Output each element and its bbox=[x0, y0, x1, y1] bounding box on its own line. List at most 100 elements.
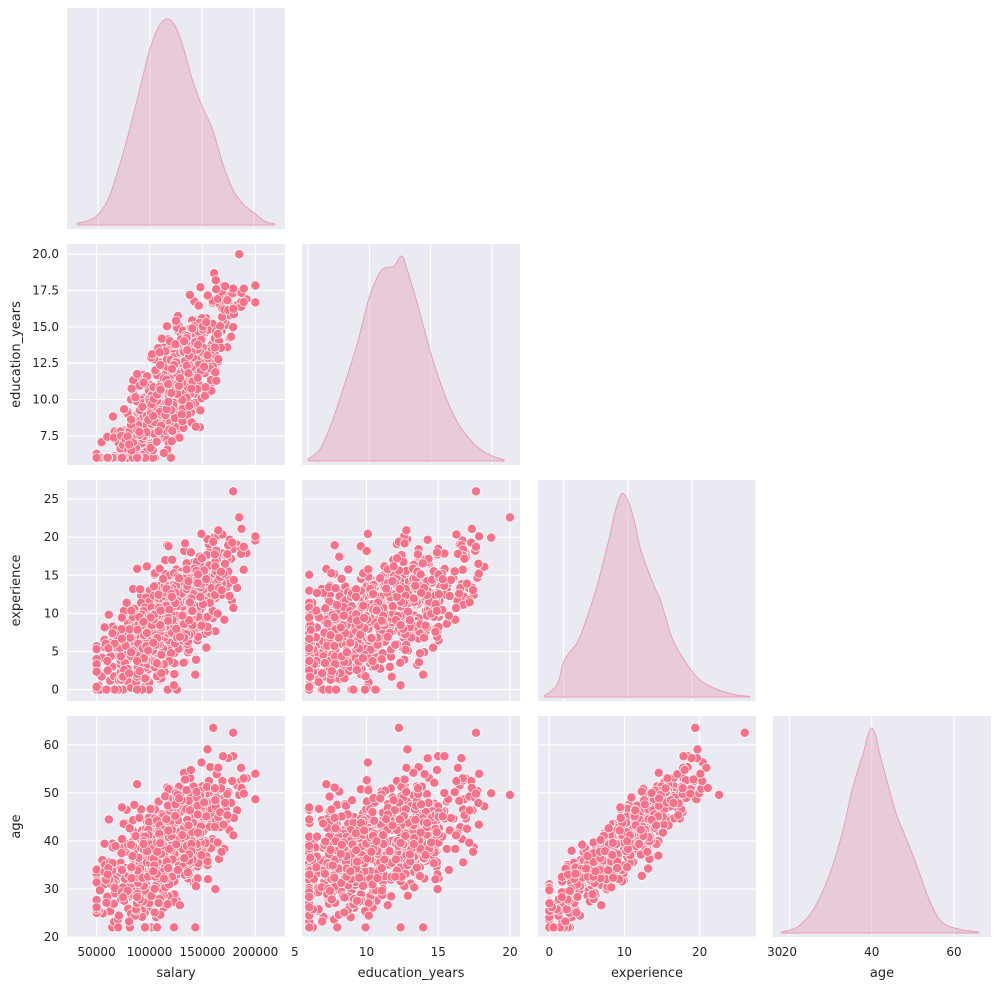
y-tick-label: 60 bbox=[44, 738, 59, 752]
x-axis-label-education_years: education_years bbox=[358, 966, 465, 981]
x-tick-label: 20 bbox=[502, 945, 517, 959]
scatter-point bbox=[141, 561, 152, 572]
scatter-point bbox=[305, 671, 315, 682]
scatter-point bbox=[449, 787, 460, 798]
scatter-point bbox=[213, 354, 224, 365]
scatter-point bbox=[202, 744, 213, 755]
scatter-point bbox=[399, 774, 410, 785]
scatter-point bbox=[366, 633, 377, 644]
scatter-point bbox=[169, 680, 179, 691]
scatter-point bbox=[418, 669, 429, 680]
x-tick-label: 5 bbox=[291, 945, 299, 959]
scatter-point bbox=[153, 589, 164, 600]
scatter-point bbox=[124, 823, 135, 834]
scatter-point bbox=[556, 892, 567, 903]
scatter-point bbox=[371, 605, 382, 616]
scatter-point bbox=[103, 609, 114, 620]
scatter-point bbox=[304, 922, 315, 933]
scatter-point bbox=[193, 827, 203, 838]
panel-experience-vs-salary bbox=[67, 480, 285, 701]
scatter-point bbox=[422, 818, 433, 828]
scatter-point bbox=[350, 591, 361, 602]
scatter-point bbox=[416, 799, 427, 810]
scatter-point bbox=[362, 757, 373, 768]
scatter-point bbox=[179, 853, 190, 864]
scatter-point bbox=[170, 339, 181, 350]
scatter-point bbox=[154, 563, 165, 574]
scatter-point bbox=[395, 680, 406, 691]
scatter-point bbox=[339, 892, 350, 903]
scatter-point bbox=[384, 661, 395, 672]
scatter-point bbox=[91, 902, 102, 913]
scatter-point bbox=[314, 803, 324, 814]
y-tick-label: 50 bbox=[44, 786, 59, 800]
scatter-point bbox=[327, 860, 338, 871]
scatter-point bbox=[395, 620, 406, 631]
scatter-point bbox=[103, 814, 114, 825]
x-axis-label-experience: experience bbox=[611, 966, 683, 981]
scatter-point bbox=[184, 400, 195, 411]
scatter-point bbox=[329, 641, 340, 651]
scatter-point bbox=[238, 541, 249, 552]
scatter-point bbox=[134, 426, 145, 437]
y-tick-label: 10 bbox=[44, 606, 59, 620]
scatter-point bbox=[329, 812, 340, 823]
scatter-point bbox=[451, 603, 462, 613]
scatter-point bbox=[382, 631, 393, 642]
scatter-point bbox=[581, 863, 592, 874]
scatter-point bbox=[471, 788, 481, 799]
scatter-point bbox=[471, 486, 481, 497]
scatter-point bbox=[171, 839, 182, 850]
scatter-point bbox=[212, 329, 223, 339]
scatter-point bbox=[164, 604, 175, 615]
scatter-point bbox=[166, 591, 177, 602]
scatter-point bbox=[250, 794, 261, 805]
scatter-point bbox=[451, 776, 462, 786]
scatter-point bbox=[325, 885, 336, 896]
scatter-point bbox=[622, 862, 633, 873]
scatter-point bbox=[138, 616, 149, 627]
x-tick-label: 50000 bbox=[78, 945, 116, 959]
y-tick-label: 25 bbox=[44, 492, 59, 506]
scatter-point bbox=[250, 531, 261, 542]
scatter-point bbox=[132, 655, 143, 666]
scatter-point bbox=[318, 818, 329, 829]
scatter-point bbox=[135, 584, 146, 595]
scatter-point bbox=[101, 897, 112, 908]
scatter-point bbox=[124, 668, 135, 679]
scatter-point bbox=[464, 597, 475, 608]
scatter-point bbox=[590, 866, 601, 877]
scatter-point bbox=[643, 863, 654, 874]
scatter-point bbox=[412, 549, 423, 560]
scatter-point bbox=[203, 874, 213, 885]
scatter-point bbox=[210, 367, 221, 378]
scatter-point bbox=[471, 541, 481, 552]
scatter-point bbox=[191, 881, 201, 892]
scatter-point bbox=[130, 392, 141, 403]
scatter-point bbox=[118, 892, 129, 903]
scatter-point bbox=[560, 916, 571, 927]
scatter-point bbox=[209, 342, 220, 353]
scatter-point bbox=[171, 315, 181, 326]
scatter-point bbox=[450, 844, 461, 854]
scatter-point bbox=[566, 845, 577, 856]
scatter-point bbox=[622, 836, 633, 847]
scatter-point bbox=[420, 620, 431, 631]
y-tick-label: 10.0 bbox=[32, 393, 59, 407]
scatter-point bbox=[582, 851, 593, 862]
scatter-point bbox=[190, 669, 201, 680]
scatter-point bbox=[172, 865, 183, 875]
scatter-point bbox=[167, 425, 178, 436]
scatter-point bbox=[401, 525, 412, 536]
scatter-point bbox=[570, 868, 581, 879]
scatter-point bbox=[351, 664, 362, 675]
scatter-point bbox=[437, 811, 448, 822]
scatter-point bbox=[160, 791, 171, 802]
x-tick-label: 100000 bbox=[127, 945, 173, 959]
scatter-point bbox=[177, 610, 188, 621]
scatter-point bbox=[145, 803, 156, 814]
scatter-point bbox=[341, 647, 352, 658]
scatter-point bbox=[305, 624, 316, 635]
scatter-point bbox=[464, 837, 475, 848]
scatter-point bbox=[335, 622, 346, 633]
